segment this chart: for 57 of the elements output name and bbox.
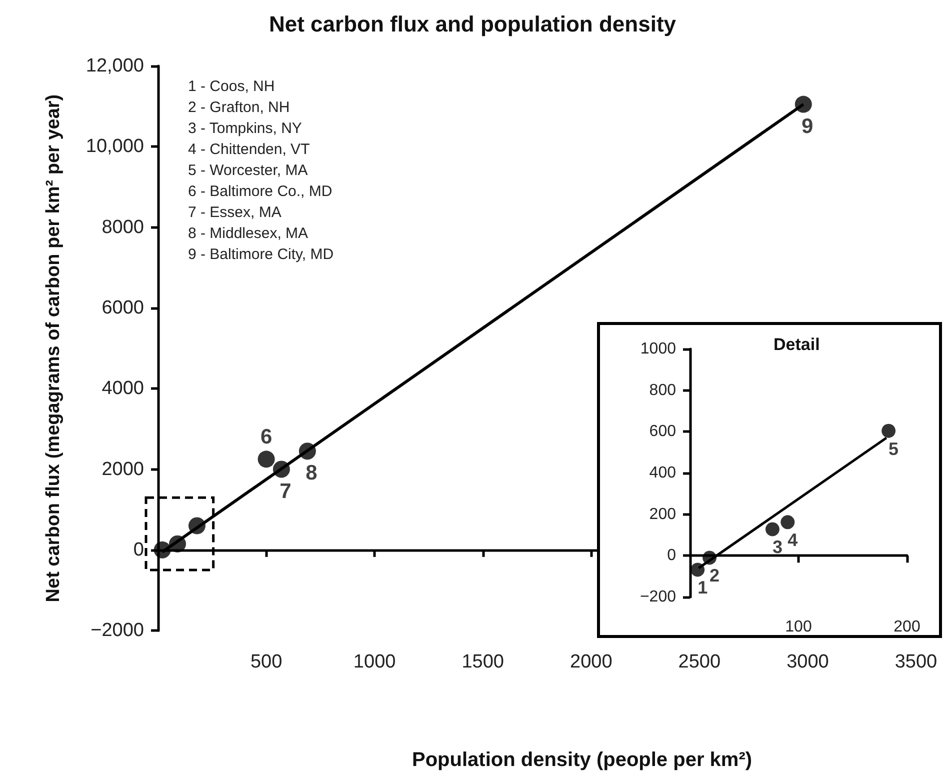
x-tick-label: 3500 bbox=[894, 652, 938, 673]
x-tick-label: 3000 bbox=[786, 652, 829, 673]
point bbox=[765, 522, 780, 536]
annotation: 8 bbox=[306, 462, 318, 485]
y-tick-label: 0 bbox=[667, 547, 676, 564]
annotation: 1 - Coos, NH bbox=[188, 78, 275, 95]
y-tick-label: 800 bbox=[649, 382, 676, 399]
y-tick-label: 12,000 bbox=[86, 56, 144, 76]
annotation: 7 bbox=[280, 480, 292, 503]
x-tick-label: 100 bbox=[785, 618, 812, 636]
y-tick-label: 400 bbox=[649, 464, 676, 482]
point bbox=[272, 460, 290, 478]
point bbox=[780, 515, 795, 530]
annotation: 9 - Baltimore City, MD bbox=[188, 246, 334, 263]
point bbox=[169, 535, 186, 552]
point bbox=[702, 550, 717, 565]
y-tick-label: 8000 bbox=[102, 216, 144, 238]
annotation: 4 - Chittenden, VT bbox=[188, 141, 310, 158]
y-tick-label: 4000 bbox=[102, 378, 144, 400]
annotation: 6 bbox=[260, 426, 272, 449]
y-tick-label: 0 bbox=[133, 539, 144, 560]
point bbox=[258, 450, 275, 468]
y-tick-label: 10,000 bbox=[86, 136, 144, 158]
x-tick-label: 500 bbox=[250, 652, 282, 673]
y-tick-label: 6000 bbox=[102, 297, 144, 318]
y-tick-label: 1000 bbox=[640, 340, 676, 358]
annotation: 3 - Tompkins, NY bbox=[188, 120, 302, 137]
point bbox=[882, 424, 896, 438]
chart-title: Net carbon flux and population density bbox=[268, 12, 677, 36]
y-tick-label: −2000 bbox=[90, 620, 144, 642]
y-axis-title: Net carbon flux (megagrams of carbon per km² per year) bbox=[43, 94, 64, 602]
annotation: 3 bbox=[772, 537, 782, 558]
chart-title: Detail bbox=[774, 335, 820, 354]
annotation: 5 - Worcester, MA bbox=[188, 162, 308, 179]
x-tick-label: 1000 bbox=[353, 652, 396, 673]
point bbox=[690, 562, 705, 577]
point bbox=[298, 442, 316, 460]
point bbox=[154, 541, 171, 558]
y-tick-label: 200 bbox=[649, 506, 676, 523]
y-tick-label: −200 bbox=[640, 588, 676, 606]
annotation: 6 - Baltimore Co., MD bbox=[188, 183, 332, 200]
annotation: 9 bbox=[802, 114, 814, 138]
annotation: 5 bbox=[888, 438, 899, 459]
y-tick-label: 2000 bbox=[102, 458, 144, 480]
x-axis-title: Population density (people per km²) bbox=[412, 749, 752, 771]
y-tick-label: 600 bbox=[649, 423, 676, 440]
annotation: 1 bbox=[698, 578, 708, 598]
annotation: 2 - Grafton, NH bbox=[188, 99, 290, 116]
annotation: 8 - Middlesex, MA bbox=[188, 225, 308, 242]
annotation: 2 bbox=[710, 566, 720, 586]
annotation: 4 bbox=[788, 530, 798, 550]
annotation: 7 - Essex, MA bbox=[188, 204, 282, 221]
x-tick-label: 2000 bbox=[570, 652, 612, 673]
point bbox=[188, 517, 206, 534]
x-tick-label: 2500 bbox=[678, 652, 721, 673]
point bbox=[794, 96, 812, 113]
x-tick-label: 1500 bbox=[462, 652, 504, 673]
